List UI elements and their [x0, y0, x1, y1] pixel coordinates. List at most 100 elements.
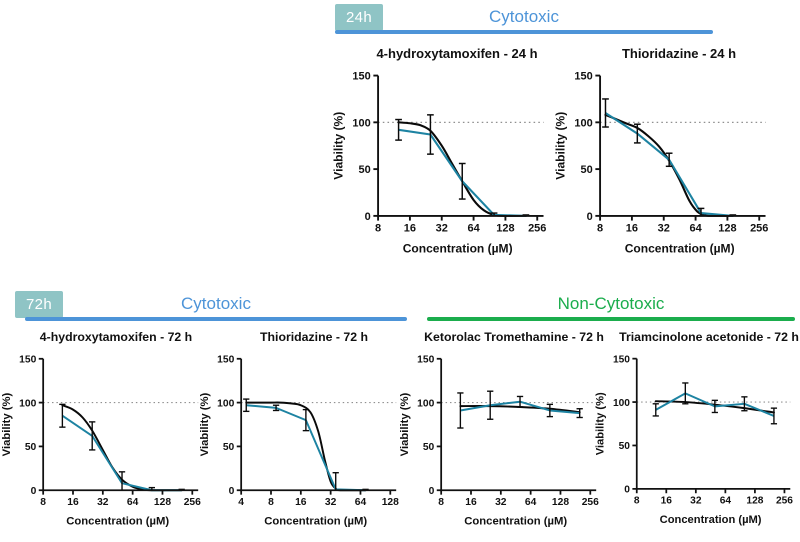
dose-response-plot-thioridazine-72h: 0 50 100 150 4 8 16 32 64 128 Viability (%) Concent… [199, 355, 399, 528]
chart-title: 4-hydroxytamoxifen - 72 h [39, 330, 193, 344]
x-axis-title: Concentration (µM) [625, 242, 735, 256]
x-tick-label: 256 [184, 497, 201, 508]
axis-labels: 0 50 100 150 8 16 32 64 128 256 Viability (%) Conce… [595, 354, 794, 526]
x-tick-label: 32 [325, 497, 337, 508]
axis-labels: 0 50 100 150 4 8 16 32 64 128 Viability (%) Concent… [199, 355, 399, 528]
x-axis-title: Concentration (µM) [403, 242, 513, 256]
category-header-cytotoxic-24h: Cytotoxic [489, 7, 559, 26]
category-underline-cytotoxic-24h [335, 30, 713, 34]
dose-response-plot-ketorolac-tromethamine-72h: 0 50 100 150 8 16 32 64 128 256 Viability (%) Conce… [399, 355, 599, 528]
x-tick-label: 128 [382, 497, 399, 508]
y-axis-title: Viability (%) [199, 392, 211, 456]
x-tick-label: 128 [496, 223, 514, 235]
y-tick-label: 50 [223, 442, 235, 453]
x-tick-label: 16 [404, 223, 416, 235]
x-tick-label: 128 [154, 497, 171, 508]
y-tick-label: 100 [217, 398, 234, 409]
y-tick-label: 100 [574, 117, 592, 129]
x-tick-label: 16 [295, 497, 307, 508]
y-tick-label: 0 [429, 486, 435, 497]
x-tick-label: 8 [597, 223, 603, 235]
x-tick-label: 64 [355, 497, 367, 508]
chart-4-hydroxytamoxifen-24h: 4-hydroxytamoxifen - 24 h 0 50 100 150 8 16 32… [332, 46, 554, 258]
y-tick-label: 50 [581, 164, 593, 176]
axis-labels: 0 50 100 150 8 16 32 64 128 256 Viability (%) Conce… [399, 355, 599, 528]
y-axis-title: Viability (%) [595, 392, 607, 455]
category-header-noncytotoxic-72h: Non-Cytotoxic [557, 294, 665, 313]
x-tick-label: 128 [552, 497, 569, 508]
x-tick-label: 32 [436, 223, 448, 235]
x-tick-label: 32 [97, 497, 109, 508]
x-axis-title: Concentration (µM) [66, 516, 169, 528]
y-tick-label: 150 [613, 354, 630, 365]
y-tick-label: 150 [574, 71, 592, 83]
category-underline-cytotoxic-72h [25, 317, 407, 321]
x-tick-label: 32 [658, 223, 670, 235]
y-tick-label: 50 [25, 442, 37, 453]
x-tick-label: 8 [634, 495, 640, 506]
x-tick-label: 4 [238, 497, 244, 508]
category-underline-noncytotoxic-72h [427, 317, 795, 321]
x-tick-label: 8 [268, 497, 274, 508]
x-tick-label: 64 [127, 497, 139, 508]
y-tick-label: 50 [423, 442, 435, 453]
y-tick-label: 0 [31, 486, 37, 497]
x-tick-label: 64 [720, 495, 732, 506]
dose-response-plot-thioridazine-24h: 0 50 100 150 8 16 32 64 128 256 Viability (%) Conce… [554, 71, 768, 256]
y-tick-label: 150 [417, 355, 434, 366]
chart-thioridazine-24h: Thioridazine - 24 h 0 50 100 150 8 16 32 64 128 2… [554, 46, 776, 258]
y-axis-title: Viability (%) [332, 112, 345, 180]
y-tick-label: 0 [624, 485, 630, 496]
x-tick-label: 256 [528, 223, 546, 235]
x-tick-label: 16 [67, 497, 79, 508]
chart-title: Thioridazine - 72 h [260, 330, 368, 344]
error-bars [243, 398, 369, 491]
chart-ketorolac-tromethamine-72h: Ketorolac Tromethamine - 72 h 0 50 100 150 8… [398, 330, 606, 529]
y-tick-label: 100 [613, 398, 630, 409]
timepoint-badge-72h: 72h [15, 291, 63, 318]
chart-title: Triamcinolone acetonide - 72 h [619, 330, 799, 344]
axes [38, 357, 199, 495]
axis-labels: 0 50 100 150 8 16 32 64 128 256 Viability (%) Conce… [332, 71, 546, 256]
y-tick-label: 0 [229, 486, 235, 497]
x-tick-label: 32 [690, 495, 702, 506]
axis-labels: 0 50 100 150 8 16 32 64 128 256 Viability (%) Conce… [1, 355, 201, 528]
axes [436, 357, 597, 495]
y-axis-title: Viability (%) [1, 392, 13, 456]
x-tick-label: 256 [750, 223, 768, 235]
dose-response-plot-triamcinolone-acetonide-72h: 0 50 100 150 8 16 32 64 128 256 Viability (%) Conce… [595, 354, 794, 526]
error-bars [602, 98, 737, 216]
x-axis-title: Concentration (µM) [464, 516, 567, 528]
x-tick-label: 64 [689, 223, 702, 235]
y-tick-label: 150 [352, 71, 370, 83]
x-axis-title: Concentration (µM) [264, 516, 367, 528]
error-bars [59, 403, 185, 491]
x-tick-label: 128 [718, 223, 736, 235]
y-tick-label: 150 [217, 355, 234, 366]
y-tick-label: 50 [359, 164, 371, 176]
y-tick-label: 100 [417, 398, 434, 409]
chart-title: 4-hydroxytamoxifen - 24 h [376, 46, 538, 61]
axes [632, 357, 791, 494]
x-tick-label: 16 [465, 497, 477, 508]
axis-labels: 0 50 100 150 8 16 32 64 128 256 Viability (%) Conce… [554, 71, 768, 256]
x-tick-label: 16 [626, 223, 638, 235]
x-tick-label: 16 [661, 495, 673, 506]
axes [595, 74, 766, 221]
y-tick-label: 100 [352, 117, 370, 129]
error-bars [457, 390, 583, 429]
x-tick-label: 8 [438, 497, 444, 508]
axes [236, 357, 397, 495]
y-tick-label: 0 [365, 211, 371, 223]
x-tick-label: 64 [467, 223, 480, 235]
x-tick-label: 256 [776, 495, 793, 506]
error-bars [652, 382, 778, 425]
x-axis-title: Concentration (µM) [660, 514, 762, 526]
y-axis-title: Viability (%) [399, 392, 411, 456]
timepoint-badge-24h: 24h [335, 4, 383, 31]
y-tick-label: 150 [19, 355, 36, 366]
category-header-cytotoxic-72h: Cytotoxic [181, 294, 251, 313]
dose-response-plot-4-hydroxytamoxifen-24h: 0 50 100 150 8 16 32 64 128 256 Viability (%) Conce… [332, 71, 546, 256]
error-bars [395, 114, 530, 216]
